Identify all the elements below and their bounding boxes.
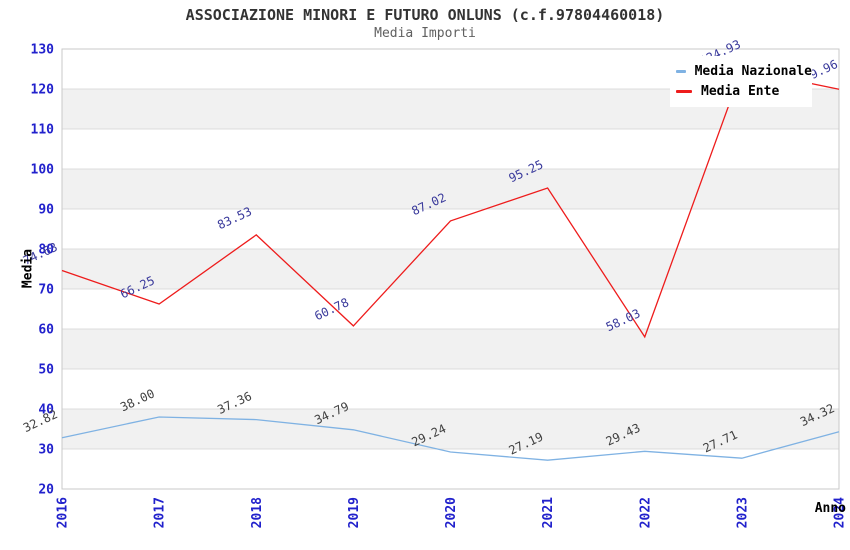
x-axis-title: Anno (814, 501, 846, 516)
x-tick-label: 2023 (735, 497, 750, 528)
y-axis-title: Media (20, 248, 36, 289)
y-tick-label: 100 (31, 163, 55, 178)
y-tick-label: 90 (38, 203, 54, 218)
plot-band (62, 409, 839, 449)
y-tick-label: 80 (38, 243, 54, 258)
legend-swatch-icon (676, 69, 686, 73)
x-tick-label: 2021 (541, 497, 556, 528)
x-tick-label: 2017 (153, 497, 168, 528)
chart-subtitle: Media Importi (374, 26, 476, 41)
y-tick-label: 40 (38, 403, 54, 418)
plot-band (62, 289, 839, 329)
y-tick-label: 60 (38, 323, 54, 338)
legend-label: Media Nazionale (694, 63, 812, 79)
plot-band (62, 249, 839, 289)
plot-band (62, 329, 839, 369)
plot-band (62, 209, 839, 249)
legend-item-media-nazionale: Media Nazionale (670, 64, 812, 79)
plot-band (62, 449, 839, 489)
y-tick-label: 110 (31, 123, 55, 138)
y-tick-label: 120 (31, 83, 55, 98)
legend: Media Nazionale Media Ente (670, 56, 812, 107)
x-tick-label: 2019 (347, 497, 362, 528)
series-line-media-ente (61, 68, 840, 339)
y-tick-label: 130 (31, 43, 55, 58)
legend-swatch-icon (676, 90, 692, 94)
plot-band (62, 169, 839, 209)
chart-title: ASSOCIAZIONE MINORI E FUTURO ONLUNS (c.f… (185, 6, 665, 24)
y-tick-label: 70 (38, 283, 54, 298)
x-tick-label: 2018 (250, 497, 265, 528)
y-tick-label: 20 (38, 483, 54, 498)
x-tick-label: 2020 (444, 497, 459, 528)
legend-label: Media Ente (701, 84, 780, 100)
y-tick-label: 30 (38, 443, 54, 458)
plot-border (61, 48, 840, 490)
plot-band (62, 129, 839, 169)
x-tick-label: 2016 (56, 497, 71, 528)
plot-band (62, 369, 839, 409)
series-line-media-nazionale (61, 416, 840, 461)
y-tick-label: 50 (38, 363, 54, 378)
x-tick-label: 2024 (833, 497, 848, 528)
x-tick-label: 2022 (638, 497, 653, 528)
legend-item-media-ente: Media Ente (670, 84, 812, 99)
